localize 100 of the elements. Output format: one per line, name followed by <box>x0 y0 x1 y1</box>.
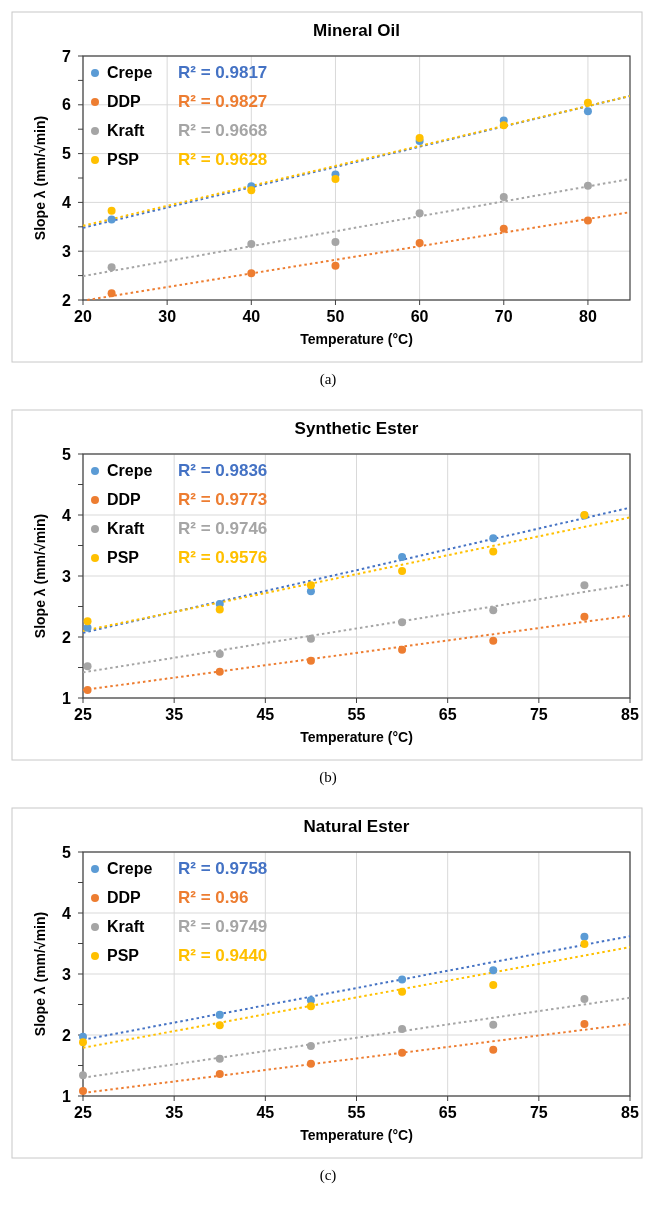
y-tick-label: 3 <box>62 965 72 983</box>
legend-label: PSP <box>107 151 140 168</box>
annotation: R² = 0.9746 <box>178 519 268 538</box>
point <box>107 206 116 215</box>
point <box>499 193 508 202</box>
point <box>331 261 340 270</box>
point <box>215 605 224 614</box>
point <box>331 237 340 246</box>
y-tick-label: 4 <box>62 194 72 211</box>
point <box>415 238 424 247</box>
point <box>107 215 116 224</box>
point <box>247 239 256 248</box>
x-tick-label: 45 <box>256 1104 275 1121</box>
annotation: R² = 0.96 <box>178 888 249 907</box>
x-tick-label: 25 <box>74 1104 92 1121</box>
legend-label: PSP <box>107 947 140 964</box>
x-tick-label: 20 <box>74 308 92 325</box>
x-axis-title: Temperature (°C) <box>300 729 413 745</box>
x-tick-label: 55 <box>347 1104 366 1121</box>
point <box>489 547 498 556</box>
point <box>580 995 589 1004</box>
chart-title: Mineral Oil <box>313 21 400 40</box>
legend-label: Crepe <box>107 860 153 877</box>
point <box>398 618 407 627</box>
y-tick-label: 1 <box>62 689 72 707</box>
point <box>247 269 256 278</box>
annotation: R² = 0.9827 <box>178 92 268 111</box>
point <box>499 121 508 130</box>
x-tick-label: 65 <box>438 1104 457 1121</box>
point <box>247 186 256 195</box>
y-axis-title: Slope λ (mm/√min) <box>32 115 48 241</box>
x-tick-label: 85 <box>621 1104 639 1121</box>
y-tick-label: 4 <box>62 506 72 524</box>
point <box>83 662 92 671</box>
annotation: R² = 0.9758 <box>178 859 268 878</box>
annotation: R² = 0.9749 <box>178 917 268 936</box>
point <box>580 1020 589 1029</box>
point <box>215 1070 224 1079</box>
point <box>398 987 407 996</box>
point <box>398 1048 407 1057</box>
x-tick-label: 80 <box>579 308 597 325</box>
point <box>580 940 589 949</box>
point <box>331 174 340 183</box>
y-tick-label: 5 <box>62 843 72 861</box>
annotation: R² = 0.9836 <box>178 461 268 480</box>
y-tick-label: 2 <box>62 291 72 309</box>
x-tick-label: 85 <box>621 706 639 723</box>
point <box>306 581 315 590</box>
y-tick-label: 4 <box>62 904 72 922</box>
point <box>398 553 407 562</box>
x-tick-label: 65 <box>438 706 457 723</box>
point <box>489 980 498 989</box>
text: (b) <box>319 769 337 786</box>
point <box>489 534 498 543</box>
point <box>83 623 92 632</box>
point <box>306 1059 315 1068</box>
x-tick-label: 55 <box>347 706 366 723</box>
point <box>83 686 92 695</box>
point <box>580 612 589 621</box>
annotation: R² = 0.9440 <box>178 946 268 965</box>
y-tick-label: 5 <box>62 145 72 163</box>
x-tick-label: 75 <box>529 706 548 723</box>
legend-label: Kraft <box>107 520 146 537</box>
point <box>398 1024 407 1033</box>
text: (c) <box>319 1167 337 1184</box>
legend-label: PSP <box>107 549 140 566</box>
point <box>580 932 589 941</box>
point <box>215 667 224 676</box>
x-axis-title: Temperature (°C) <box>300 1127 413 1143</box>
point <box>583 107 592 116</box>
y-tick-label: 2 <box>62 1026 72 1044</box>
chart-title: Synthetic Ester <box>294 419 419 438</box>
legend-label: Kraft <box>107 918 146 935</box>
point <box>398 975 407 984</box>
x-tick-label: 45 <box>256 706 275 723</box>
x-tick-label: 75 <box>529 1104 548 1121</box>
y-tick-label: 6 <box>62 96 72 114</box>
y-tick-label: 7 <box>62 47 72 65</box>
y-tick-label: 3 <box>62 567 72 585</box>
y-tick-label: 3 <box>62 242 72 260</box>
x-axis-title: Temperature (°C) <box>300 331 413 347</box>
annotation: R² = 0.9628 <box>178 150 268 169</box>
x-tick-label: 40 <box>242 308 261 325</box>
text: (a) <box>319 371 337 388</box>
y-axis-title: Slope λ (mm/√min) <box>32 911 48 1037</box>
x-tick-label: 35 <box>165 1104 184 1121</box>
point <box>79 1071 87 1080</box>
annotation: R² = 0.9576 <box>178 548 268 567</box>
point <box>306 656 315 665</box>
annotation: R² = 0.9817 <box>178 63 268 82</box>
x-tick-label: 50 <box>326 308 345 325</box>
x-tick-label: 70 <box>494 308 513 325</box>
point <box>489 636 498 645</box>
legend-label: DDP <box>107 491 142 508</box>
point <box>215 650 224 659</box>
legend-label: DDP <box>107 889 142 906</box>
legend-label: DDP <box>107 93 142 110</box>
point <box>580 581 589 590</box>
point <box>306 634 315 643</box>
point <box>398 567 407 576</box>
